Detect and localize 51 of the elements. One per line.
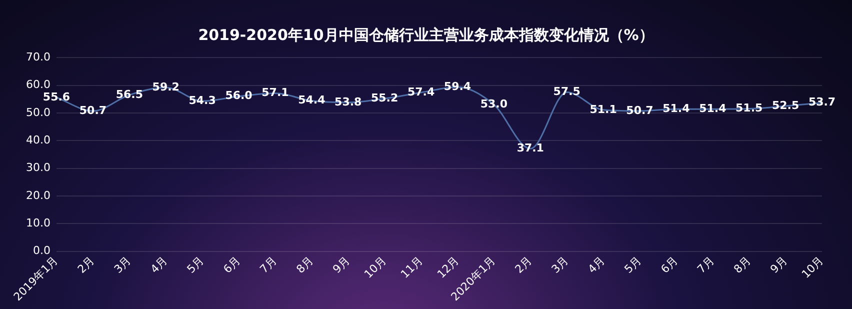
x-tick-label: 9月: [768, 254, 790, 276]
data-label: 51.1: [590, 102, 617, 116]
x-tick-label: 2月: [75, 254, 98, 276]
y-tick-label: 60.0: [26, 78, 50, 92]
x-tick-label: 10月: [362, 254, 389, 281]
data-label: 57.4: [407, 85, 435, 98]
data-label: 55.2: [370, 91, 398, 104]
x-tick-label: 11月: [398, 254, 426, 281]
x-tick-label: 3月: [112, 254, 134, 276]
y-tick-label: 70.0: [26, 50, 50, 64]
y-tick-label: 10.0: [26, 216, 50, 230]
y-tick-label: 0.0: [32, 244, 50, 258]
x-tick-label: 6月: [658, 254, 680, 276]
x-tick-label: 6月: [220, 254, 243, 276]
data-label: 37.1: [516, 142, 544, 155]
data-label: 53.7: [808, 96, 836, 109]
data-label: 53.0: [480, 98, 508, 111]
x-tick-label: 2月: [512, 254, 535, 276]
data-label: 50.7: [79, 104, 107, 117]
y-tick-label: 40.0: [26, 134, 50, 146]
data-label: 51.4: [662, 102, 690, 115]
data-label: 56.0: [225, 89, 253, 102]
data-label: 59.4: [444, 80, 472, 93]
data-label: 54.3: [188, 94, 216, 107]
x-tick-label: 8月: [731, 254, 754, 276]
data-label: 50.7: [626, 104, 654, 117]
data-label: 57.5: [553, 85, 580, 98]
data-label: 51.4: [699, 102, 727, 115]
x-tick-label: 9月: [330, 254, 352, 276]
x-tick-label: 5月: [184, 254, 206, 276]
x-tick-label: 3月: [549, 254, 571, 276]
y-tick-label: 20.0: [26, 188, 50, 202]
chart-title: 2019-2020年10月中国仓储行业主营业务成本指数变化情况（%）: [197, 26, 655, 45]
data-label: 53.8: [334, 95, 362, 108]
data-label: 57.1: [262, 86, 289, 100]
x-tick-label: 7月: [257, 254, 280, 276]
data-label: 54.4: [298, 94, 326, 107]
x-tick-label: 4月: [148, 254, 170, 276]
data-label: 51.5: [736, 102, 763, 115]
data-label: 52.5: [772, 98, 800, 112]
y-tick-label: 30.0: [26, 161, 50, 174]
y-tick-label: 50.0: [26, 106, 50, 119]
x-tick-label: 4月: [586, 254, 608, 276]
data-label: 59.2: [152, 80, 180, 94]
x-tick-label: 12月: [434, 254, 462, 281]
x-tick-label: 5月: [622, 254, 644, 276]
x-tick-label: 7月: [694, 254, 717, 276]
x-tick-label: 8月: [294, 254, 316, 276]
data-label: 56.5: [116, 88, 143, 101]
data-label: 55.6: [42, 90, 70, 104]
x-tick-label: 10月: [799, 254, 826, 281]
